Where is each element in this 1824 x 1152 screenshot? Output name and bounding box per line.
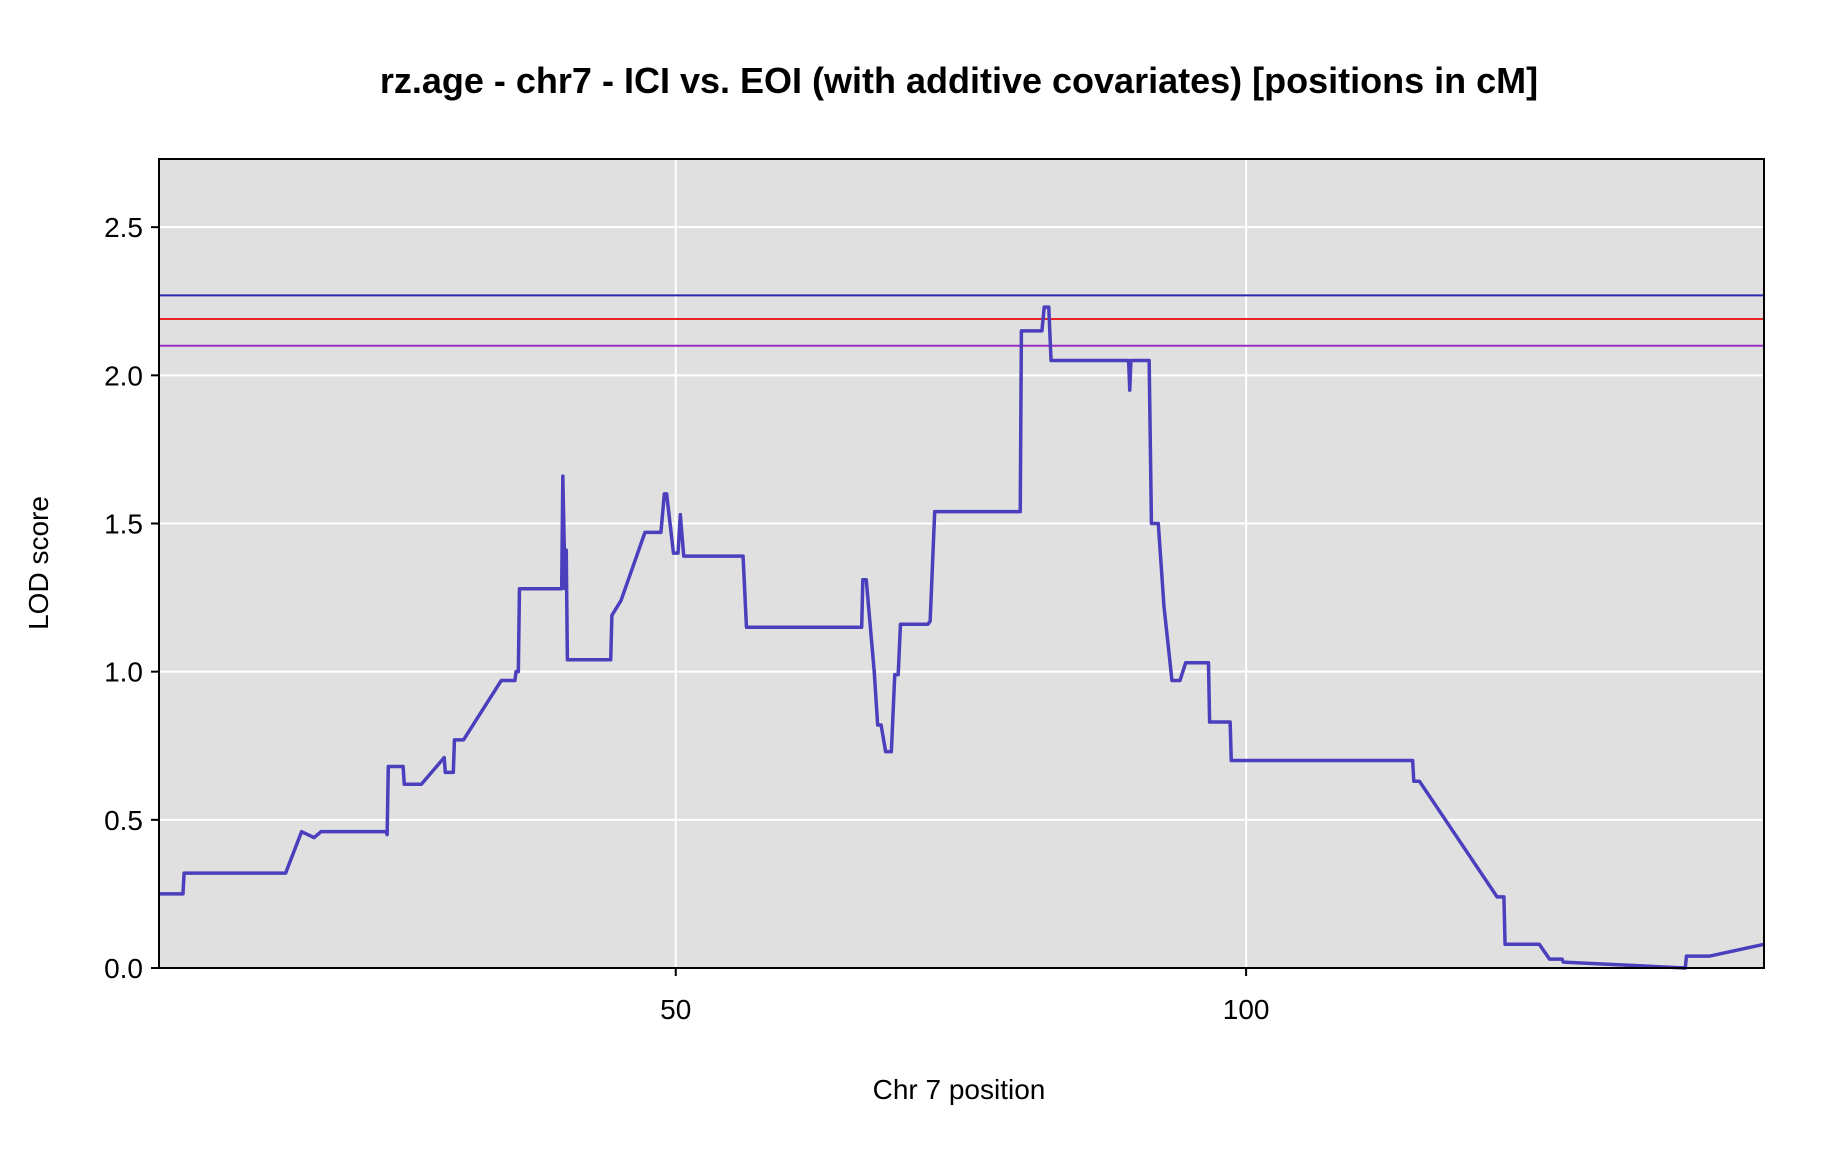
x-tick-1: 100 xyxy=(1223,968,1270,1025)
x-tick-label-1: 100 xyxy=(1223,994,1270,1025)
y-tick-label-0: 0.0 xyxy=(104,953,143,984)
lod-series-line-0 xyxy=(159,305,1765,970)
x-axis-ticks: 50 100 xyxy=(660,968,1269,1025)
y-tick-label-4: 2.0 xyxy=(104,360,143,391)
chart-title: rz.age - chr7 - ICI vs. EOI (with additi… xyxy=(380,60,1538,101)
threshold-lines xyxy=(159,294,1764,347)
plot-panel xyxy=(159,159,1764,968)
y-tick-3: 1.5 xyxy=(104,508,159,539)
series-layer xyxy=(159,305,1765,970)
x-tick-label-0: 50 xyxy=(660,994,691,1025)
y-tick-label-1: 0.5 xyxy=(104,805,143,836)
y-tick-2: 1.0 xyxy=(104,657,159,688)
y-tick-1: 0.5 xyxy=(104,805,159,836)
y-axis-label: LOD score xyxy=(23,496,54,630)
y-tick-label-2: 1.0 xyxy=(104,657,143,688)
y-tick-4: 2.0 xyxy=(104,360,159,391)
y-tick-label-3: 1.5 xyxy=(104,508,143,539)
y-tick-label-5: 2.5 xyxy=(104,212,143,243)
y-axis-ticks: 0.0 0.5 1.0 1.5 2.0 2.5 xyxy=(104,212,159,984)
x-tick-0: 50 xyxy=(660,968,691,1025)
plot-frame xyxy=(158,158,1765,969)
x-axis-label: Chr 7 position xyxy=(873,1074,1046,1105)
y-tick-0: 0.0 xyxy=(104,953,159,984)
y-tick-5: 2.5 xyxy=(104,212,159,243)
